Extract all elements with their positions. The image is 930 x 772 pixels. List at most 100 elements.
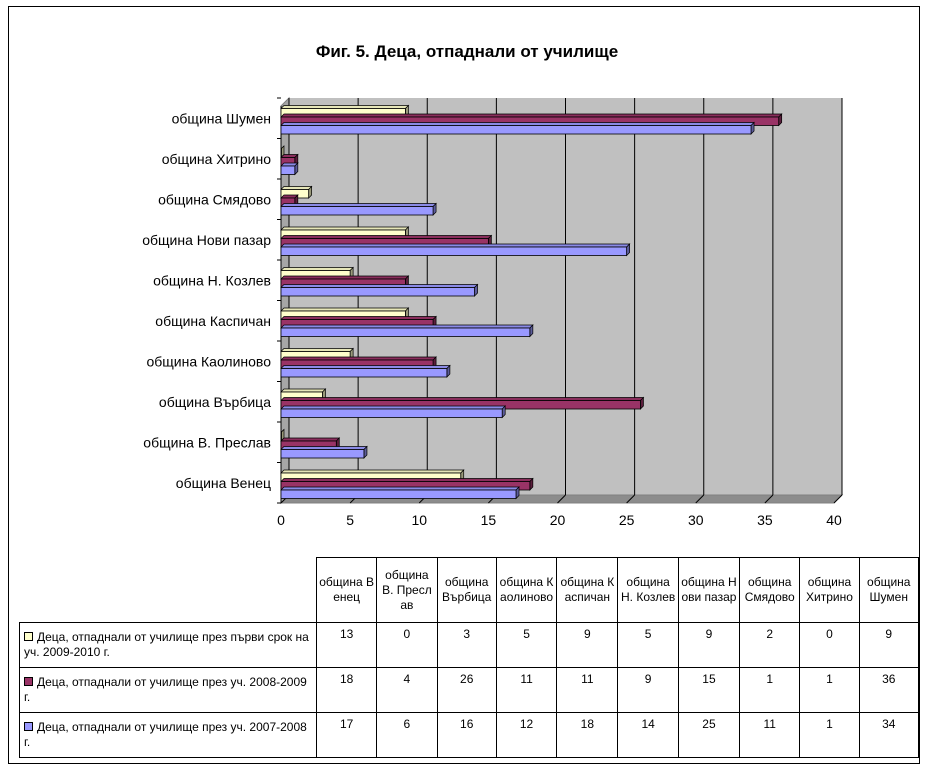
table-header-cell: община В. Преслав	[376, 557, 438, 623]
bar	[280, 368, 448, 378]
data-value: 2	[766, 627, 774, 641]
bar-top	[280, 113, 783, 118]
bar-top	[280, 486, 520, 491]
bar	[280, 206, 434, 216]
data-cell: 9	[617, 667, 679, 713]
bar	[280, 432, 282, 442]
series-name: Деца, отпаднали от училище през първи ср…	[24, 630, 309, 659]
table-header-label: община Н. Козлев	[621, 575, 676, 604]
bar-top	[280, 226, 410, 231]
y-category-label: община Хитрино	[162, 151, 271, 167]
series-name: Деца, отпаднали от училище през уч. 2008…	[24, 675, 307, 704]
data-value: 9	[705, 627, 713, 641]
gridline-floor	[626, 494, 635, 504]
x-tick-label: 5	[346, 512, 354, 528]
bar	[280, 408, 503, 418]
data-value: 9	[885, 627, 893, 641]
table-header-cell: община Каспичан	[556, 557, 619, 623]
data-value: 18	[339, 672, 354, 686]
data-cell: 34	[858, 712, 920, 758]
bar-top	[280, 316, 437, 320]
bar-top	[280, 275, 410, 280]
data-value: 34	[882, 717, 896, 731]
gridline-floor	[695, 494, 705, 504]
x-tick-label: 40	[826, 512, 842, 528]
table-row: Деца, отпаднали от училище през уч. 2007…	[19, 712, 920, 758]
table-header-cell: община Н. Козлев	[617, 557, 679, 623]
data-value: 5	[523, 627, 530, 641]
y-category-label: община Шумен	[172, 110, 271, 126]
data-cell: 17	[315, 712, 378, 758]
data-cell: 4	[376, 667, 438, 713]
bar-top	[280, 405, 507, 410]
chart-frame: Фиг. 5. Деца, отпаднали от училище 0 5 10 1…	[8, 6, 920, 764]
bar-top	[280, 122, 755, 126]
data-value: 14	[641, 717, 655, 731]
data-value: 9	[644, 672, 652, 686]
table-header-label: община Хитрино	[806, 575, 853, 604]
data-value: 1	[826, 717, 833, 731]
gridline-floor	[557, 494, 566, 504]
table-header-label: община Шумен	[867, 575, 911, 604]
data-cell: 2	[739, 622, 801, 668]
table-header-cell: община Шумен	[858, 557, 920, 623]
bar	[280, 125, 752, 135]
data-cell: 14	[617, 712, 679, 758]
data-cell: 16	[436, 712, 497, 758]
table-header-cell: община Хитрино	[799, 557, 860, 623]
bar	[280, 449, 365, 459]
legend-key	[24, 677, 33, 686]
data-value: 0	[403, 627, 411, 641]
bar	[280, 246, 628, 256]
table-header-cell: община Смядово	[739, 557, 801, 623]
y-category-label: община Върбица	[159, 394, 271, 410]
data-cell: 5	[617, 622, 679, 668]
bar-top	[280, 446, 368, 450]
bar	[280, 327, 531, 337]
x-tick-label: 10	[411, 512, 427, 528]
bar	[280, 165, 296, 175]
data-cell: 11	[495, 667, 558, 713]
x-tick-label: 35	[757, 512, 773, 528]
data-cell: 3	[436, 622, 497, 668]
data-value: 11	[520, 672, 533, 686]
bar	[280, 489, 517, 499]
bar-top	[280, 105, 410, 109]
data-cell: 9	[858, 622, 920, 668]
data-value: 1	[826, 672, 833, 686]
data-value: 11	[763, 717, 776, 731]
data-value: 3	[463, 627, 471, 641]
data-cell: 12	[495, 712, 558, 758]
bar	[280, 287, 475, 297]
data-value: 9	[584, 627, 591, 641]
plot-background	[281, 98, 842, 503]
bar-top	[280, 203, 437, 207]
table-header-label: община Каолиново	[499, 575, 554, 604]
legend-key	[24, 632, 33, 641]
y-category-label: община В. Преслав	[143, 434, 271, 450]
data-value: 0	[826, 627, 833, 641]
y-category-label: община Нови пазар	[142, 232, 271, 248]
y-category-label: община Смядово	[158, 191, 271, 207]
table-header-label: община В. Преслав	[382, 567, 432, 612]
data-cell: 26	[436, 667, 497, 713]
table-row: Деца, отпаднали от училище през първи ср…	[19, 622, 920, 668]
table-header-cell: община Нови пазар	[677, 557, 741, 623]
table-header-label: община Каспичан	[560, 575, 615, 604]
table-header-cell: община Каолиново	[495, 557, 558, 623]
data-value: 36	[882, 672, 896, 686]
x-tick-label: 30	[688, 512, 704, 528]
chart-title: Фиг. 5. Деца, отпаднали от училище	[316, 42, 618, 61]
bar-top	[280, 397, 645, 401]
y-category-label: община Венец	[176, 475, 271, 491]
chart-svg: Фиг. 5. Деца, отпаднали от училище 0 5 10 1…	[142, 42, 844, 528]
bar-top	[280, 267, 354, 271]
data-cell: 11	[556, 667, 619, 713]
data-cell: 18	[315, 667, 378, 713]
bar-top	[280, 284, 479, 288]
data-value: 13	[339, 627, 354, 641]
table-corner	[20, 558, 317, 623]
gridline-floor	[833, 494, 843, 504]
data-value: 15	[702, 672, 716, 686]
bar-top	[280, 243, 631, 248]
